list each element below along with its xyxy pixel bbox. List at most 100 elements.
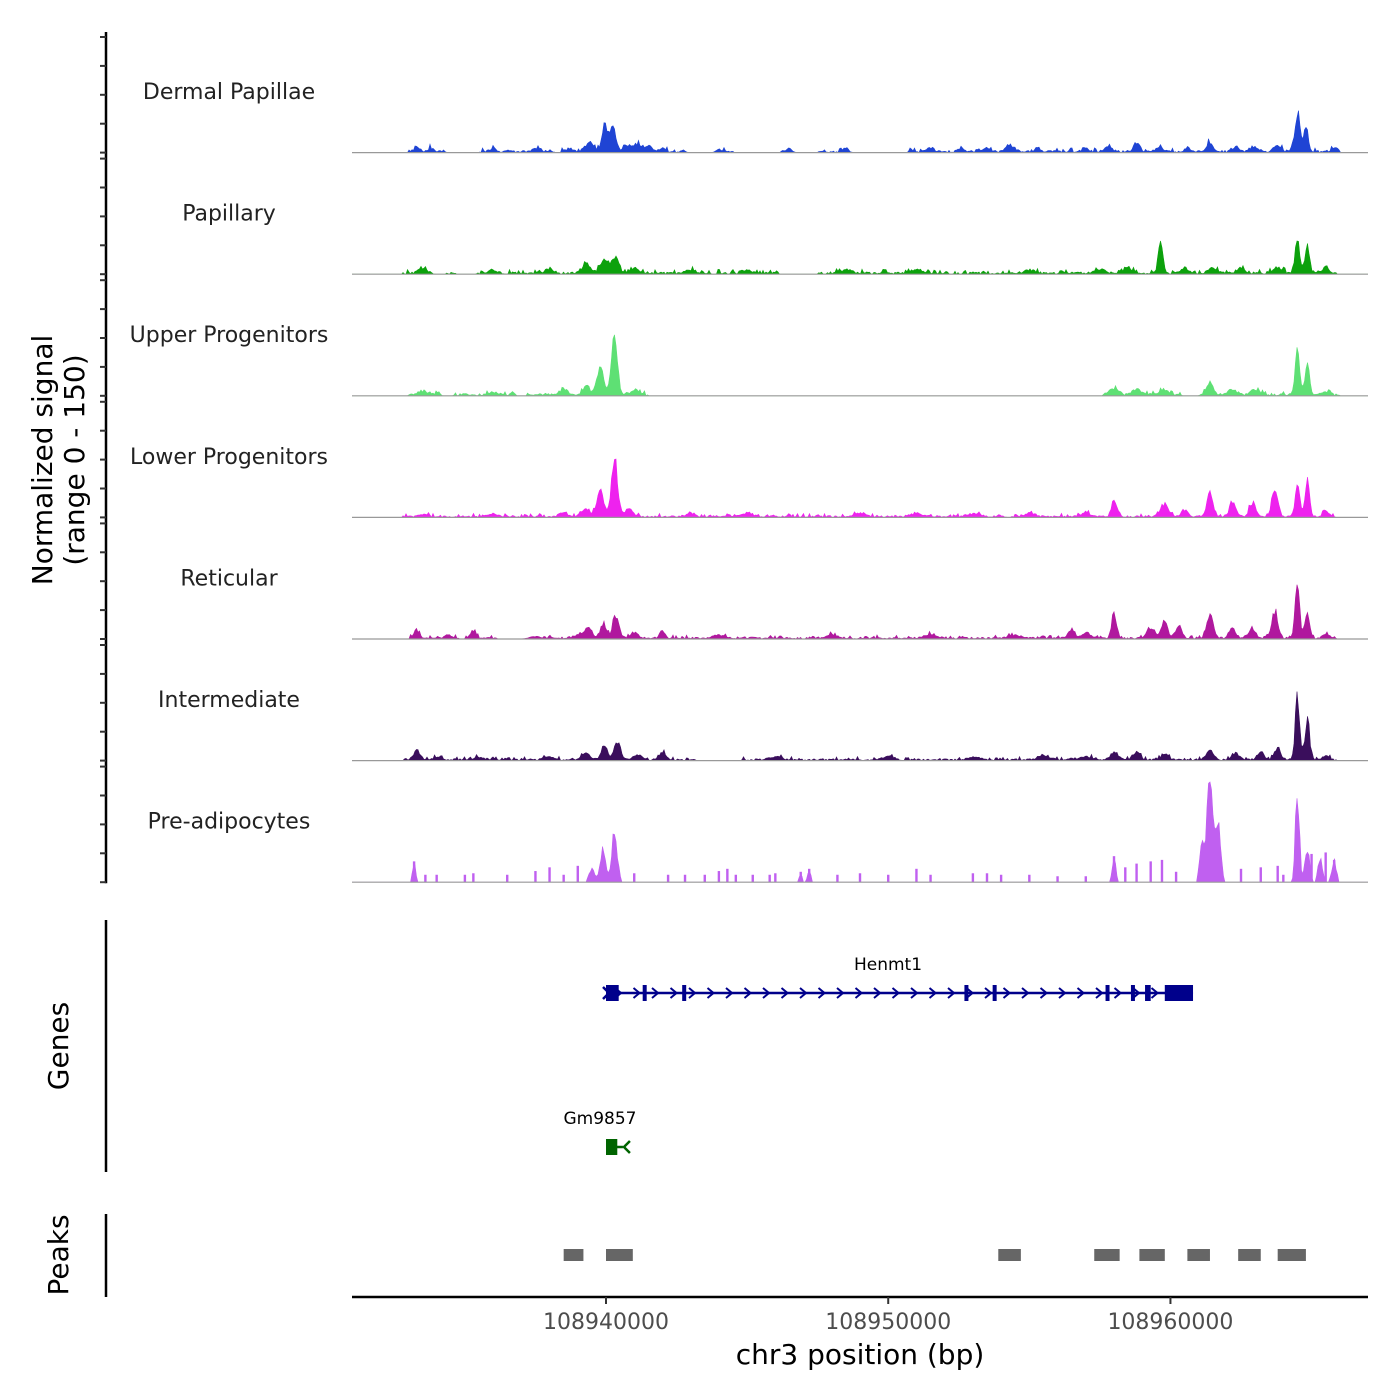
signal-bar [985,873,989,883]
x-axis: 108940000 108950000 108960000 [352,1295,1368,1335]
strand-arrow [688,987,697,999]
strand-arrow [873,987,882,999]
signal-area [352,584,1368,640]
strand-arrow [1021,987,1030,999]
signal-bar [774,873,777,883]
strand-arrow [836,987,845,999]
strand-arrow [706,987,716,999]
signal-bar [1239,868,1243,883]
y-axis-title-line2: (range 0 - 150) [58,354,91,565]
signal-bar [726,868,729,883]
signal-bar [562,874,565,883]
strand-arrow [1002,987,1012,999]
track-label: Papillary [182,202,276,227]
signal-bar [534,871,537,883]
signal-bar [435,874,438,883]
signal-area [352,781,1368,883]
signal-bar [424,874,427,883]
track-label: Lower Progenitors [130,445,328,470]
signal-bar [666,874,670,883]
signal-bar [717,871,721,883]
signal-bar [1160,859,1164,883]
signal-bar [1056,876,1059,883]
strand-arrow [1150,987,1160,999]
track-papillary: Papillary [182,202,1368,275]
strand-arrow [984,987,993,999]
track-upper-progenitors: Upper Progenitors [130,323,1368,397]
track-lower-progenitors: Lower Progenitors [130,445,1368,519]
track-label: Dermal Papillae [143,80,315,105]
signal-bar [929,874,932,883]
exon [606,985,619,1001]
signal-area [352,110,1368,154]
gene-label: Henmt1 [854,955,922,975]
signal-bar [808,868,811,883]
strand-arrow [725,987,734,999]
peak-region [1238,1249,1261,1261]
signal-bar [1149,861,1152,883]
strand-arrow [799,987,808,999]
signal-bar [1310,853,1313,883]
signal-area [352,334,1368,397]
signal-bar [1174,871,1178,883]
signal-bar [887,874,890,883]
signal-bar [463,874,467,883]
signal-bar [971,873,975,883]
signal-bar [1282,874,1285,883]
exon [642,985,647,1001]
genes-panel-title: Genes [42,1002,75,1090]
signal-bar [799,871,802,883]
track-label: Intermediate [158,688,300,713]
x-tick-label: 108960000 [1107,1310,1233,1335]
peak-panel [104,1214,1306,1297]
signal-bar [412,861,416,883]
coverage-tracks: Dermal Papillae Papillary Upper Progenitor… [130,80,1368,883]
exon [682,985,687,1001]
signal-bar [1259,867,1262,883]
signal-bar [1084,876,1087,883]
gene-gm9857: Gm9857 [564,1109,637,1155]
peak-region [1094,1249,1120,1261]
strand-arrow [1058,987,1067,999]
track-label: Pre-adipocytes [148,810,311,835]
signal-bar [1276,865,1279,883]
exon [606,1139,618,1155]
x-tick-label: 108940000 [543,1310,669,1335]
signal-bar [1112,856,1116,883]
strand-arrow [854,987,864,999]
signal-bar [506,874,509,883]
signal-bar [683,874,687,883]
signal-bar [836,874,839,883]
x-axis-title: chr3 position (bp) [736,1338,985,1371]
signal-bar [1028,874,1031,883]
signal-bar [633,873,636,883]
gene-panel: Henmt1 Gm9857 [104,920,1194,1172]
strand-arrow [762,987,771,999]
strand-arrow [1076,987,1086,999]
exon [1105,985,1110,1001]
strand-arrow [891,987,901,999]
strand-arrow [651,987,660,999]
track-dermal-papillae: Dermal Papillae [143,80,1368,154]
strand-arrow [1132,987,1141,999]
peak-region [1139,1249,1165,1261]
strand-arrow [1095,987,1104,999]
peak-region [1187,1249,1210,1261]
gene-label: Gm9857 [564,1109,637,1129]
peak-region [998,1249,1021,1261]
strand-arrow [1039,987,1049,999]
signal-bar [751,874,754,883]
strand-arrow [928,987,938,999]
signal-bar [703,874,706,883]
signal-bar [858,873,862,883]
track-label: Reticular [180,566,278,591]
strand-arrow [965,987,975,999]
peak-region [1277,1249,1306,1261]
strand-arrow [1113,987,1123,999]
track-pre-adipocytes: Pre-adipocytes [148,781,1368,883]
track-label: Upper Progenitors [130,323,329,348]
signal-bar [576,865,579,883]
track-reticular: Reticular [180,566,1368,640]
signal-bar [734,874,738,883]
